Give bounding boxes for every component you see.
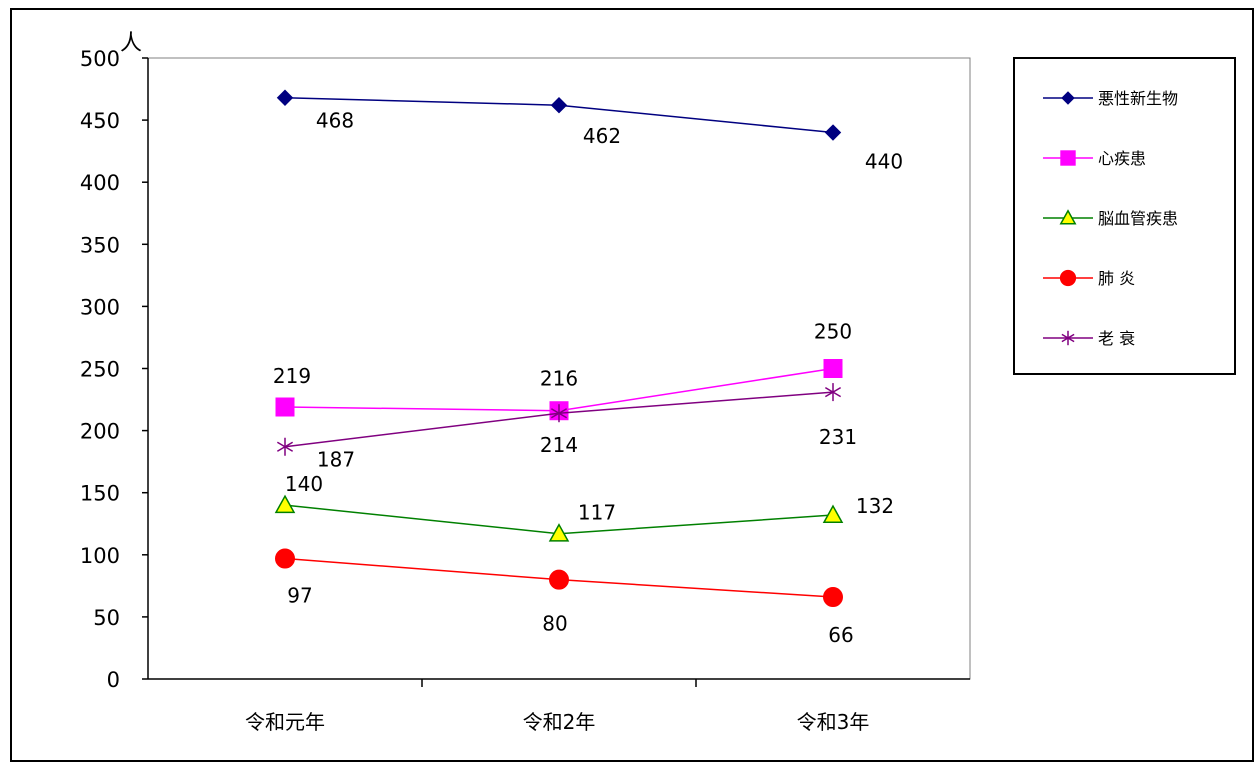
data-label: 216	[540, 367, 578, 391]
data-label: 132	[856, 494, 894, 518]
y-tick-label: 100	[80, 544, 120, 568]
legend-square-marker	[1060, 150, 1076, 166]
data-labels-layer: 468 462 440 219 216 250 140 117 132 97 80 66 187 214 2…	[273, 109, 903, 647]
data-label: 250	[814, 320, 852, 344]
star-marker-stroke	[276, 441, 294, 452]
circle-marker	[823, 587, 843, 608]
x-category-label: 令和2年	[523, 710, 596, 734]
y-tick-label: 450	[80, 109, 120, 133]
y-tick-label: 0	[107, 668, 120, 692]
y-tick-label: 50	[93, 606, 120, 630]
star-marker-stroke	[550, 408, 568, 419]
y-tick-label: 150	[80, 482, 120, 506]
y-tick-label: 500	[80, 47, 120, 71]
legend-label: 肺 炎	[1098, 269, 1135, 288]
legend-circle-marker	[1059, 269, 1077, 287]
y-axis-unit-label: 人	[120, 31, 142, 56]
data-label: 97	[287, 584, 312, 608]
triangle-marker	[822, 504, 844, 524]
star-marker	[824, 383, 842, 402]
triangle-marker	[548, 523, 570, 542]
legend-label: 悪性新生物	[1098, 89, 1178, 108]
data-label: 187	[317, 448, 355, 472]
axes-layer: 0 50 100 150 200 250 300 350 400 450 500 令和元年 令和2年 令和…	[80, 47, 970, 734]
data-label: 219	[273, 364, 311, 388]
y-tick-label: 400	[80, 171, 120, 195]
y-tick-label: 300	[80, 295, 120, 319]
square-marker	[823, 359, 843, 378]
data-label: 214	[540, 433, 578, 457]
star-marker-stroke	[1061, 333, 1075, 343]
diamond-marker	[550, 96, 568, 114]
x-category-label: 令和3年	[797, 710, 870, 734]
series-layer	[274, 89, 844, 608]
data-label: 117	[578, 501, 616, 525]
y-tick-label: 350	[80, 233, 120, 257]
data-label: 462	[583, 124, 621, 148]
y-tick-label: 200	[80, 420, 120, 444]
triangle-marker	[274, 494, 296, 514]
circle-marker	[549, 569, 569, 590]
square-marker	[275, 397, 295, 417]
legend-triangle-marker	[1059, 209, 1077, 225]
diamond-marker	[276, 89, 294, 106]
data-label: 231	[819, 425, 857, 449]
legend-label: 心疾患	[1098, 149, 1146, 168]
data-label: 440	[865, 150, 903, 174]
star-marker	[550, 404, 568, 423]
data-label: 66	[828, 623, 853, 647]
legend-box	[1013, 57, 1236, 375]
y-tick-label: 250	[80, 358, 120, 382]
data-label: 80	[542, 612, 567, 636]
data-label: 140	[285, 472, 323, 496]
data-label: 468	[316, 109, 354, 133]
star-marker-stroke	[824, 386, 842, 398]
circle-marker	[275, 548, 295, 569]
legend-star-marker	[1061, 330, 1075, 346]
star-marker	[276, 437, 294, 456]
x-category-label: 令和元年	[245, 710, 325, 734]
legend-diamond-marker	[1061, 91, 1075, 105]
diamond-marker	[824, 124, 842, 141]
legend-label: 老 衰	[1098, 329, 1135, 348]
legend-label: 脳血管疾患	[1098, 209, 1178, 228]
